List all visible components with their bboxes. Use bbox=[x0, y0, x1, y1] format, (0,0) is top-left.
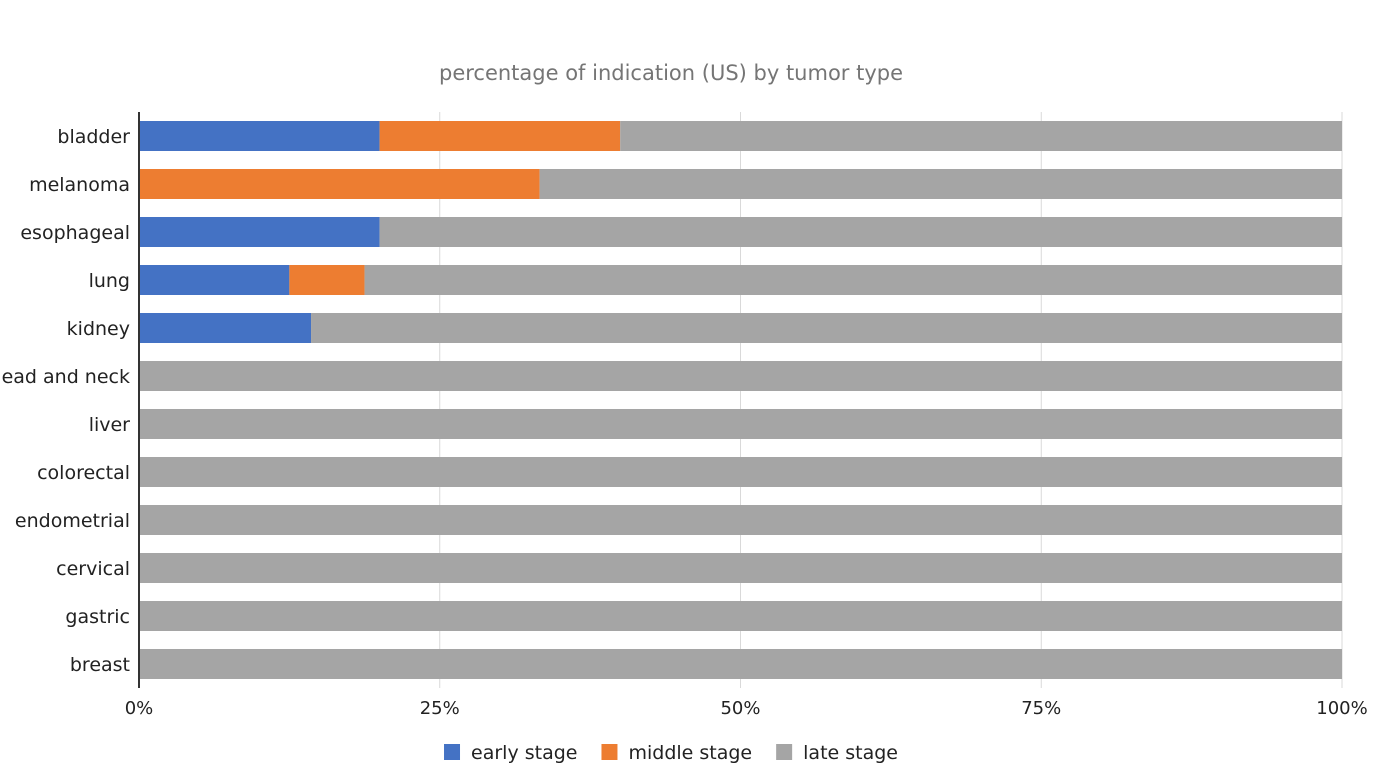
bar-segment bbox=[139, 361, 1342, 391]
category-label: esophageal bbox=[20, 222, 130, 244]
bar-segment bbox=[311, 313, 1342, 343]
bar-segment bbox=[139, 265, 290, 295]
x-axis-tick-labels: 0% 25% 50% 75% 100% bbox=[125, 698, 1368, 719]
legend-swatch bbox=[444, 744, 461, 760]
category-label: colorectal bbox=[37, 462, 130, 484]
x-tick-label: 100% bbox=[1316, 698, 1367, 719]
legend-swatch bbox=[601, 744, 618, 760]
category-label: kidney bbox=[67, 318, 130, 340]
bar-segment bbox=[364, 265, 1342, 295]
legend-label: middle stage bbox=[628, 742, 752, 764]
bar-segment bbox=[139, 601, 1342, 631]
category-label: melanoma bbox=[29, 174, 130, 196]
bar-segment bbox=[139, 217, 380, 247]
x-tick-label: 0% bbox=[125, 698, 154, 719]
bar-segment bbox=[139, 649, 1342, 679]
x-tick-label: 25% bbox=[420, 698, 460, 719]
bar-segment bbox=[289, 265, 365, 295]
legend-item: middle stage bbox=[601, 742, 752, 764]
gridlines bbox=[439, 112, 1343, 688]
category-label: gastric bbox=[65, 606, 130, 628]
category-label: liver bbox=[89, 414, 130, 436]
legend-label: early stage bbox=[471, 742, 577, 764]
bar-segment bbox=[139, 505, 1342, 535]
category-label: cervical bbox=[56, 558, 130, 580]
legend-item: early stage bbox=[444, 742, 577, 764]
legend-label: late stage bbox=[803, 742, 898, 764]
bar-segment bbox=[139, 457, 1342, 487]
bar-segment bbox=[139, 409, 1342, 439]
x-tick-label: 75% bbox=[1021, 698, 1061, 719]
category-label: lung bbox=[89, 270, 130, 292]
category-label: bladder bbox=[57, 126, 130, 148]
bar-segment bbox=[139, 121, 380, 151]
legend-swatch bbox=[776, 744, 793, 760]
category-label: breast bbox=[70, 654, 130, 676]
bar-segment bbox=[379, 217, 1343, 247]
legend: early stage middle stage late stage bbox=[444, 742, 898, 764]
bar-segment bbox=[620, 121, 1342, 151]
bars bbox=[139, 121, 1343, 679]
chart-title: percentage of indication (US) by tumor t… bbox=[439, 61, 903, 85]
bar-segment bbox=[139, 313, 312, 343]
category-labels: bladder melanoma esophageal lung kidney head … bbox=[0, 126, 130, 676]
category-label: endometrial bbox=[15, 510, 130, 532]
bar-segment bbox=[379, 121, 621, 151]
legend-item: late stage bbox=[776, 742, 898, 764]
category-label: head and neck bbox=[0, 366, 130, 388]
x-tick-label: 50% bbox=[720, 698, 760, 719]
bar-segment bbox=[139, 553, 1342, 583]
bar-segment bbox=[139, 169, 540, 199]
bar-segment bbox=[539, 169, 1342, 199]
